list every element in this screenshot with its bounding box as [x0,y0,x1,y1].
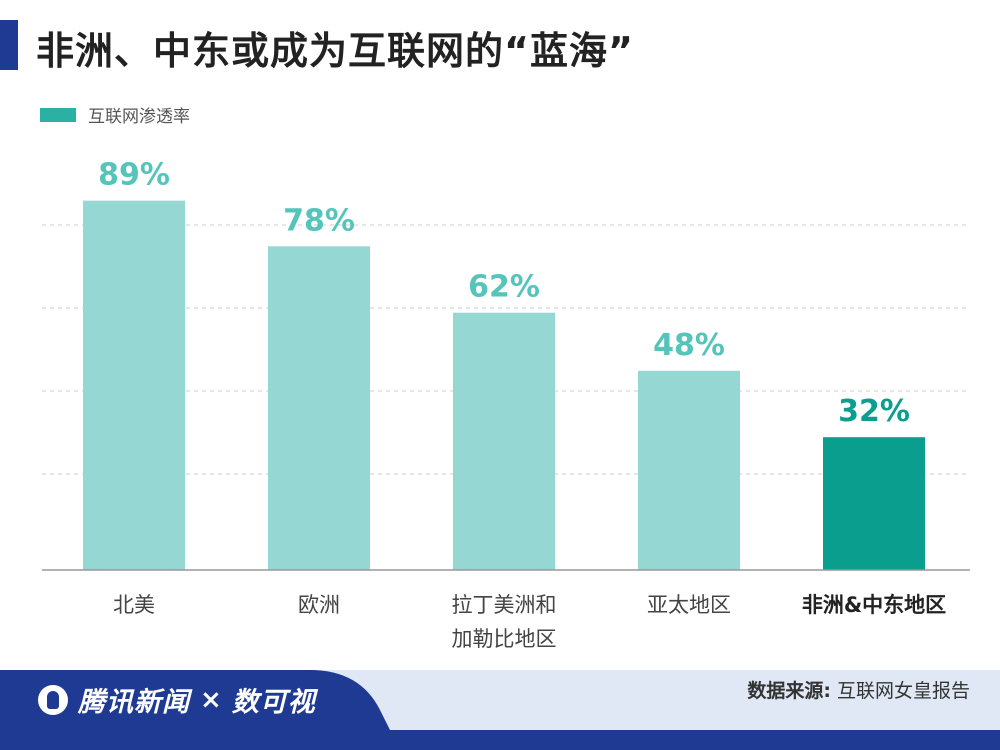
category-label: 欧洲 [298,593,340,617]
category-label: 非洲&中东地区 [802,593,946,617]
data-label: 32% [838,394,910,429]
category-label: 拉丁美洲和 [452,593,557,617]
data-label: 62% [468,270,540,305]
footer: 腾讯新闻 × 数可视 数据来源: 互联网女皇报告 [0,670,1000,750]
bar [638,370,740,570]
bar [268,246,370,571]
data-label: 78% [283,203,355,238]
brand: 腾讯新闻 × 数可视 [38,680,316,719]
tencent-news-logo-icon [38,684,68,715]
bar [823,437,925,570]
legend-label: 互联网渗透率 [88,107,190,127]
source-label: 数据来源: [747,680,831,702]
data-label: 48% [653,328,725,363]
title-accent-bar [0,20,18,70]
brand-separator: × [200,684,222,715]
chart-title: 非洲、中东或成为互联网的“蓝海” [36,29,634,73]
source-value: 互联网女皇报告 [836,680,970,702]
category-label: 加勒比地区 [452,627,557,651]
brand-name: 腾讯新闻 [78,687,190,718]
footer-background [0,670,1000,750]
category-label: 亚太地区 [647,593,731,617]
bar [453,312,555,570]
legend-swatch [40,107,76,122]
legend: 互联网渗透率 [40,102,190,127]
data-label: 89% [98,158,170,193]
category-label: 北美 [113,593,155,617]
partner-name: 数可视 [231,687,316,718]
data-source: 数据来源: 互联网女皇报告 [747,676,970,703]
bar [83,200,185,570]
